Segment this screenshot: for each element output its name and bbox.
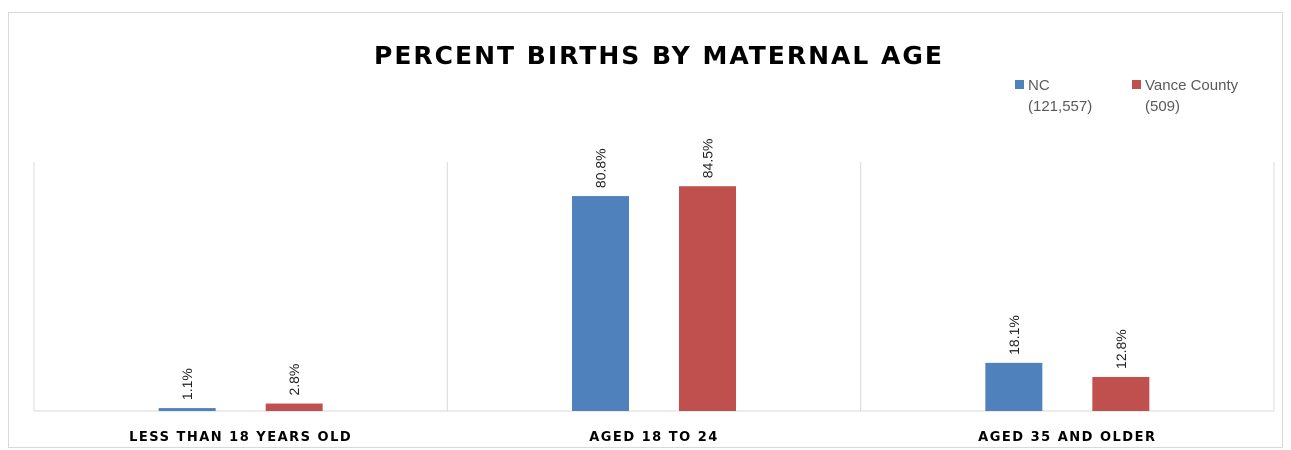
plot-area: 1.1% 2.8% LESS THAN 18 YEARS OLD 80.8% 84.5%… — [33, 139, 1275, 445]
chart-frame: PERCENT BIRTHS BY MATERNAL AGE NC (121,55… — [8, 12, 1283, 448]
bar-vance-county-less-than-18-years-old — [265, 403, 323, 411]
category-label: LESS THAN 18 YEARS OLD — [129, 430, 352, 445]
chart-title: PERCENT BIRTHS BY MATERNAL AGE — [374, 41, 944, 70]
bar-nc-aged-18-to-24 — [572, 196, 629, 411]
data-label: 18.1% — [1006, 315, 1022, 355]
bar-chart: PERCENT BIRTHS BY MATERNAL AGE NC (121,55… — [33, 41, 1275, 445]
legend-label: NC (121,557) — [1028, 77, 1092, 115]
category-label: AGED 18 TO 24 — [589, 430, 719, 445]
bar-vance-county-aged-18-to-24 — [679, 186, 736, 411]
category-label: AGED 35 AND OLDER — [978, 430, 1156, 445]
bar-nc-aged-35-and-older — [985, 362, 1043, 411]
bar-nc-less-than-18-years-old — [158, 408, 216, 411]
data-label: 12.8% — [1113, 329, 1129, 369]
legend-swatch — [1015, 80, 1024, 89]
data-label: 2.8% — [286, 364, 302, 396]
legend-label: Vance County (509) — [1145, 77, 1239, 115]
data-label: 84.5% — [700, 139, 716, 179]
bar-vance-county-aged-35-and-older — [1092, 376, 1150, 411]
legend: NC (121,557) Vance County (509) — [1015, 77, 1239, 115]
data-label: 1.1% — [179, 368, 195, 400]
data-label: 80.8% — [593, 148, 609, 188]
legend-swatch — [1132, 80, 1141, 89]
